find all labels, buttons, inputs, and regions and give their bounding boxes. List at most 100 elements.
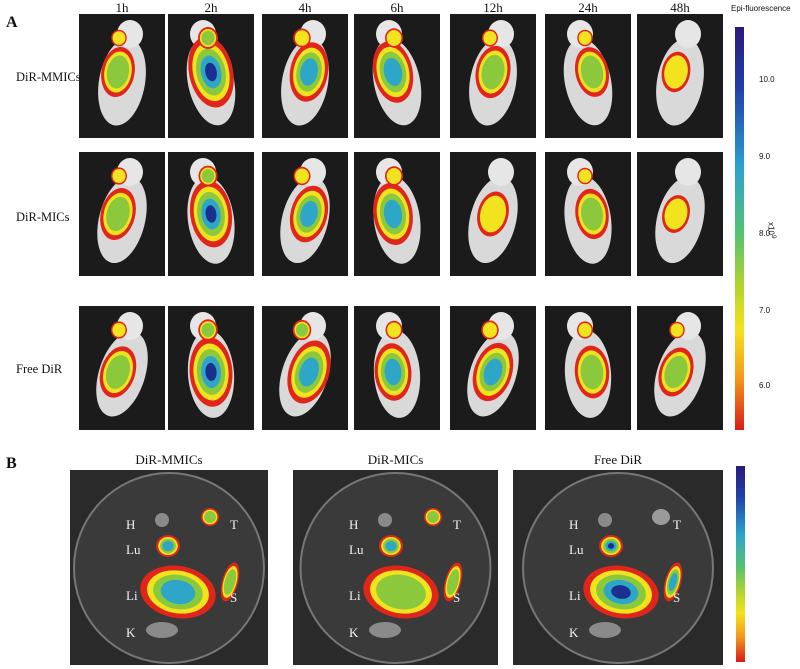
colorbar-tick-label: 10.0 [759, 75, 775, 84]
organ-dish [299, 472, 492, 664]
colorbar-tick-label: 9.0 [759, 152, 771, 161]
organ-label: H [126, 517, 136, 532]
organ-tissue [378, 513, 392, 527]
organ-label: Li [349, 588, 361, 603]
organ-label: K [569, 625, 579, 640]
panel-a-letter: A [6, 14, 18, 31]
fluorescence-signal [483, 30, 497, 46]
fluorescence-signal [386, 167, 402, 185]
mouse-image-tile [168, 152, 254, 276]
mouse-head [675, 158, 701, 186]
timepoint-label: 24h [578, 0, 598, 15]
fluorescence-signal [383, 199, 403, 229]
mouse-image [373, 158, 421, 264]
fluorescence-signal [295, 323, 309, 337]
fluorescence-signal [112, 31, 126, 45]
fluorescence-signal [383, 57, 403, 87]
mouse-image-tile [450, 306, 536, 430]
organ-label: S [230, 590, 238, 605]
mouse-image [186, 20, 236, 126]
mouse-image-tile [262, 152, 348, 276]
colorbar-tick-label: 8.0 [759, 229, 771, 238]
fluorescence-signal [607, 543, 615, 549]
fluorescence-signal [427, 511, 439, 523]
fluorescence-signal [482, 322, 498, 338]
dish-title: DiR-MMICs [135, 452, 203, 467]
fluorescence-signal [223, 569, 237, 595]
fluorescence-signal [205, 62, 217, 82]
fluorescence-signal [580, 55, 604, 89]
mouse-image-tile [450, 14, 536, 138]
organ-dish [522, 472, 714, 664]
timepoint-label: 4h [298, 0, 312, 15]
fluorescence-signal [105, 355, 131, 389]
organ-tissue [598, 513, 612, 527]
mouse-image-tile [79, 14, 165, 138]
organ-label: S [673, 590, 681, 605]
fluorescence-signal [112, 322, 126, 338]
fluorescence-signal [300, 58, 318, 86]
mouse-image-tile [262, 306, 348, 430]
fluorescence-signal [664, 198, 688, 230]
mouse-image-tile [168, 306, 254, 430]
mouse-image [564, 312, 612, 418]
mouse-image [655, 158, 705, 264]
mouse-head [675, 20, 701, 48]
organ-label: K [126, 625, 136, 640]
mouse-head [488, 158, 514, 186]
row-label: Free DiR [16, 362, 63, 376]
mouse-image-tile [637, 152, 723, 276]
fluorescence-signal [294, 30, 310, 46]
fluorescence-signal [201, 322, 215, 338]
fluorescence-signal [106, 55, 130, 89]
mouse-image-tile [354, 152, 440, 276]
fluorescence-signal [387, 322, 401, 338]
fluorescence-signal [384, 358, 402, 386]
fluorescence-signal [299, 357, 319, 387]
organ-dish-image [513, 470, 723, 665]
panel-b-letter: B [6, 455, 17, 472]
mouse-image-tile [79, 152, 165, 276]
fluorescence-signal [611, 585, 631, 599]
timepoint-label: 6h [390, 0, 404, 15]
mouse-image [469, 20, 517, 126]
mouse-image-tile [450, 152, 536, 276]
mouse-image-tile [545, 306, 631, 430]
mouse-image [654, 312, 706, 417]
mouse-image [281, 20, 329, 126]
fluorescence-signal [205, 362, 217, 382]
mouse-image [98, 20, 146, 126]
colorbar-b [736, 466, 745, 662]
fluorescence-signal [201, 169, 215, 183]
organ-label: H [569, 517, 579, 532]
mouse-image [279, 312, 331, 417]
row-label: DiR-MMICs [16, 70, 81, 84]
fluorescence-signal [481, 54, 505, 90]
organ-label: S [453, 590, 461, 605]
mouse-image [97, 158, 147, 264]
fluorescence-signal [162, 540, 174, 552]
fluorescence-signal [578, 31, 592, 45]
mouse-image [468, 158, 518, 264]
fluorescence-signal [386, 29, 402, 47]
mouse-image-tile [637, 306, 723, 430]
timepoint-label: 2h [204, 0, 218, 15]
mouse-image-tile [637, 14, 723, 138]
dish-title: Free DiR [593, 452, 643, 467]
mouse-image [564, 158, 612, 264]
colorbar-unit: x109 [766, 222, 777, 239]
mouse-image-tile [545, 152, 631, 276]
fluorescence-signal [670, 323, 684, 337]
mouse-image [467, 312, 519, 417]
fluorescence-signal [160, 579, 196, 605]
timepoint-label: 1h [115, 0, 129, 15]
fluorescence-signal [112, 168, 126, 184]
organ-label: T [673, 517, 681, 532]
organ-label: Lu [126, 542, 141, 557]
fluorescence-signal [664, 355, 688, 389]
organ-dish-image [70, 470, 268, 665]
fluorescence-signal [668, 573, 678, 591]
mouse-image-tile [354, 14, 440, 138]
mouse-image-tile [354, 306, 440, 430]
